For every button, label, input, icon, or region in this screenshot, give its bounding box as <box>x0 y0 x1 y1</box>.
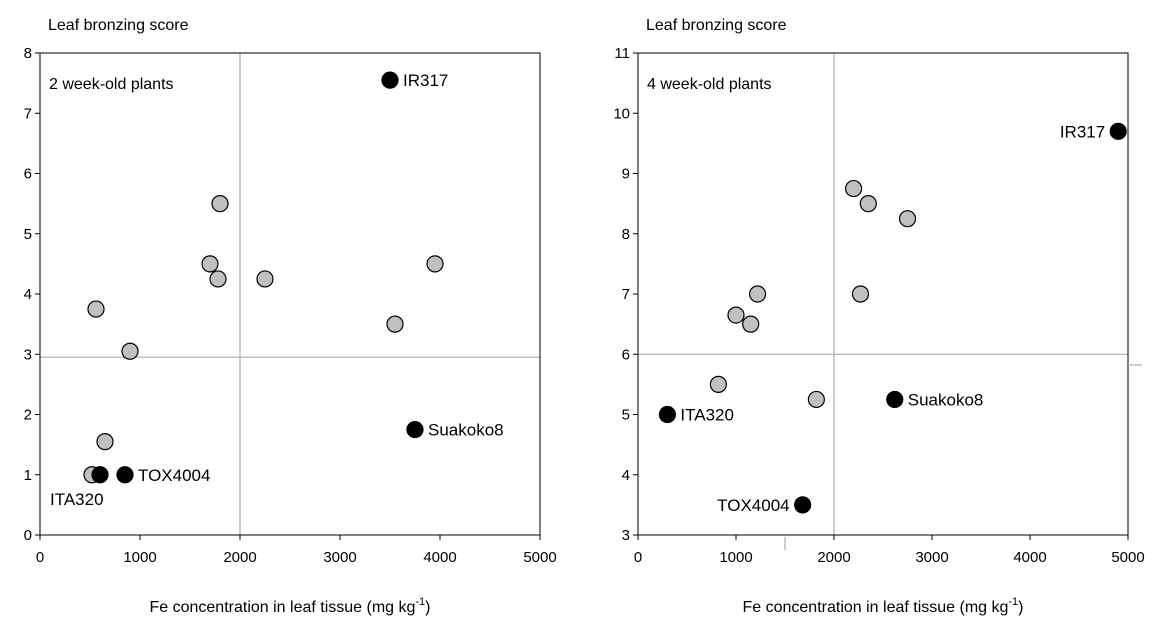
panel-label: 4 week-old plants <box>647 76 772 93</box>
y-tick-label: 7 <box>24 105 32 122</box>
data-point <box>709 375 727 393</box>
x-tick-label: 5000 <box>523 549 556 566</box>
data-point <box>844 179 863 198</box>
data-point <box>201 255 219 273</box>
y-tick-label: 4 <box>622 467 630 484</box>
point-label: ITA320 <box>680 406 734 425</box>
data-point <box>87 300 105 318</box>
y-tick-label: 4 <box>24 286 32 303</box>
y-tick-label: 11 <box>614 45 630 62</box>
x-tick-label: 5000 <box>1111 549 1144 566</box>
y-tick-label: 9 <box>622 166 630 183</box>
y-tick-label: 0 <box>24 527 32 544</box>
y-tick-label: 5 <box>622 407 630 424</box>
x-tick-label: 1000 <box>123 549 156 566</box>
x-tick-label: 2000 <box>817 549 850 566</box>
highlighted-data-point <box>794 496 812 514</box>
data-point <box>256 270 274 288</box>
x-tick-label: 3000 <box>323 549 356 566</box>
highlighted-data-point <box>381 71 399 89</box>
y-tick-label: 3 <box>622 527 630 544</box>
point-label: TOX4004 <box>717 496 789 515</box>
data-point <box>898 210 917 228</box>
highlighted-data-point <box>1109 122 1127 140</box>
highlighted-data-point <box>116 466 134 484</box>
x-tick-label: 1000 <box>719 549 752 566</box>
highlighted-data-point <box>658 405 677 424</box>
y-axis-label: Leaf bronzing score <box>646 17 787 34</box>
y-tick-label: 5 <box>24 226 32 243</box>
y-tick-label: 10 <box>613 105 630 122</box>
data-point <box>121 342 139 360</box>
y-axis-label: Leaf bronzing score <box>48 17 189 34</box>
data-point <box>859 195 877 213</box>
x-tick-label: 0 <box>36 549 44 566</box>
data-point <box>96 433 114 451</box>
point-label: TOX4004 <box>138 466 210 485</box>
point-label: IR317 <box>403 71 448 90</box>
x-tick-label: 2000 <box>223 549 256 566</box>
panel-label: 2 week-old plants <box>49 76 174 93</box>
point-label: IR317 <box>1060 122 1105 141</box>
plot-frame <box>637 52 1129 536</box>
data-point <box>426 255 444 273</box>
y-tick-label: 2 <box>24 407 32 424</box>
point-label: ITA320 <box>50 490 104 509</box>
data-point <box>727 306 745 324</box>
highlighted-data-point <box>406 420 424 439</box>
y-tick-label: 8 <box>622 226 630 243</box>
data-point <box>386 315 404 333</box>
data-point <box>211 195 229 213</box>
highlighted-data-point <box>91 466 109 484</box>
y-tick-label: 7 <box>622 286 630 303</box>
y-tick-label: 6 <box>622 346 630 363</box>
point-label: Suakoko8 <box>908 390 984 409</box>
x-tick-label: 4000 <box>423 549 456 566</box>
x-axis-label: Fe concentration in leaf tissue (mg kg-1… <box>742 596 1023 616</box>
point-label: Suakoko8 <box>428 421 504 440</box>
data-point <box>209 270 227 288</box>
data-point <box>748 285 767 303</box>
y-tick-label: 3 <box>24 346 32 363</box>
y-tick-label: 6 <box>24 166 32 183</box>
data-point <box>807 390 825 409</box>
plot-frame <box>39 52 541 536</box>
y-tick-label: 1 <box>24 467 32 484</box>
chart-panel-4-week: 3 4 5 6 7 8 9 10 11 0 1000 2000 3000 4000 5000 Leaf bro… <box>613 17 1144 616</box>
data-point <box>742 315 760 333</box>
x-tick-label: 0 <box>634 549 642 566</box>
y-tick-label: 8 <box>24 45 32 62</box>
data-point <box>851 285 870 303</box>
x-tick-label: 4000 <box>1013 549 1046 566</box>
highlighted-data-point <box>886 390 904 409</box>
chart-panel-2-week: 0 1 2 3 4 5 6 7 8 0 1000 2000 3000 4000 5000 Leaf bronz… <box>24 17 557 616</box>
x-axis-label: Fe concentration in leaf tissue (mg kg-1… <box>149 596 430 616</box>
x-tick-label: 3000 <box>915 549 948 566</box>
